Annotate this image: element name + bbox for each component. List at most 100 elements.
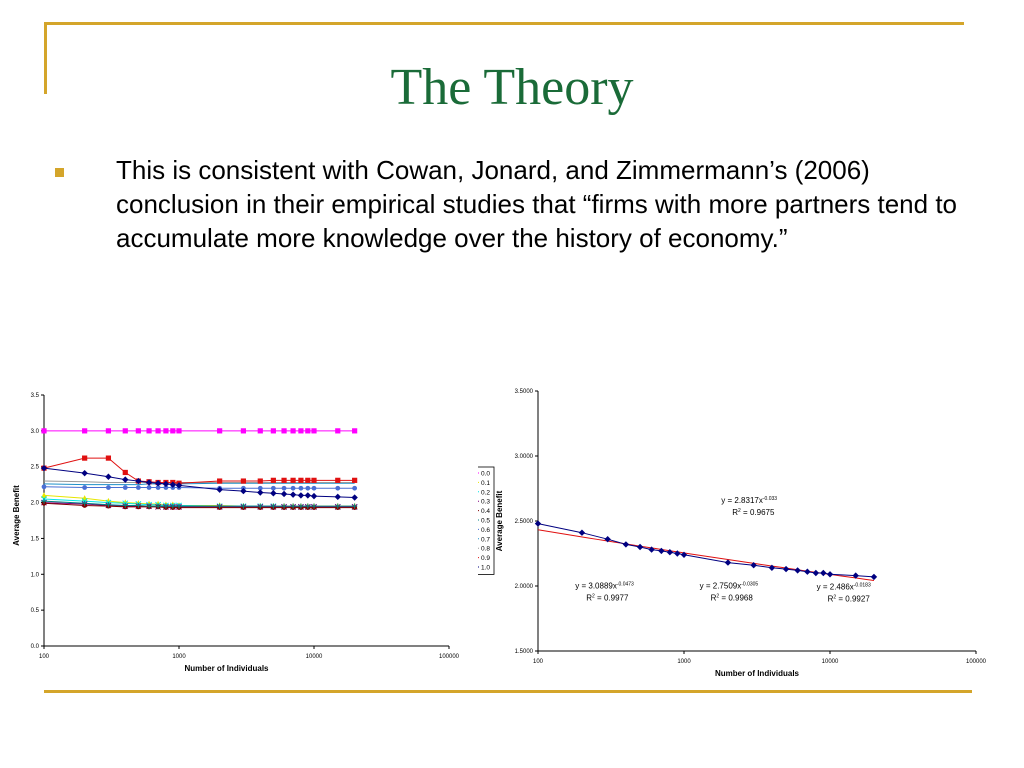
- series-0.9: [41, 455, 358, 486]
- data-point: [154, 480, 162, 487]
- data-point: [281, 503, 287, 509]
- data-point: [163, 485, 169, 490]
- y-tick-label: 2.0000: [515, 584, 534, 590]
- data-point: [281, 485, 287, 491]
- data-point: [335, 477, 341, 483]
- data-point: [298, 485, 304, 491]
- data-point: [311, 503, 317, 509]
- data-point: [122, 469, 128, 476]
- data-point: [352, 503, 358, 509]
- data-point: [782, 565, 790, 573]
- data-point: [257, 503, 263, 509]
- data-point: [41, 484, 47, 490]
- legend-label: 0.2: [481, 489, 490, 496]
- data-point: [240, 428, 247, 434]
- data-point: [281, 428, 287, 434]
- y-tick-label: 3.0000: [515, 454, 534, 460]
- data-point: [768, 564, 776, 571]
- data-point: [290, 428, 296, 434]
- data-point: [170, 428, 176, 434]
- y-axis-label: Average Benefit: [12, 485, 21, 546]
- data-point: [289, 491, 297, 498]
- y-tick-label: 2.5000: [515, 519, 534, 525]
- y-tick-label: 1.5: [31, 536, 40, 542]
- legend-label: 0.3: [481, 499, 490, 506]
- data-point: [105, 473, 112, 480]
- data-point: [578, 529, 586, 536]
- data-point: [105, 502, 112, 508]
- data-point: [352, 485, 358, 491]
- data-point: [217, 478, 223, 484]
- y-tick-label: 2.5: [31, 465, 40, 471]
- data-point: [217, 503, 223, 509]
- data-point: [41, 428, 47, 434]
- fit-r-squared: R2 = 0.9977: [586, 594, 629, 603]
- fit-r-squared: R2 = 0.9927: [828, 594, 871, 603]
- slide-title: The Theory: [390, 59, 634, 116]
- data-point: [870, 573, 878, 581]
- data-point: [155, 503, 161, 509]
- data-point: [40, 464, 48, 472]
- data-point: [298, 477, 304, 483]
- data-point: [106, 485, 111, 490]
- data-point: [290, 477, 296, 483]
- series-1.0: [40, 464, 358, 501]
- y-tick-label: 0.5: [31, 608, 40, 614]
- bullet-text: This is consistent with Cowan, Jonard, a…: [116, 155, 958, 253]
- data-point: [257, 489, 264, 496]
- frame-accent-line-vertical: [44, 22, 47, 94]
- data-point: [135, 477, 142, 485]
- data-point: [217, 428, 223, 434]
- legend-label: 0.0: [481, 471, 490, 478]
- data-point: [105, 428, 112, 434]
- data-point: [804, 568, 811, 575]
- series-data: [534, 520, 878, 581]
- y-tick-label: 1.5000: [515, 649, 534, 655]
- data-point: [310, 492, 318, 500]
- y-tick-label: 3.0: [31, 429, 40, 435]
- frame-accent-line-top: [44, 22, 964, 25]
- data-point: [680, 551, 688, 558]
- data-point: [240, 487, 247, 495]
- data-point: [257, 478, 263, 484]
- data-point: [82, 455, 88, 461]
- data-point: [305, 428, 311, 434]
- legend: 0.0 0.1 0.2 0.3 0.4 0.5 0.6 0.7 0.8 0.9 1.0: [478, 466, 495, 575]
- legend-label: 0.6: [481, 527, 490, 534]
- data-point: [534, 520, 542, 527]
- fit-r-squared: R2 = 0.9675: [732, 508, 775, 517]
- y-tick-label: 2.0: [31, 501, 40, 507]
- data-point: [794, 567, 801, 574]
- data-point: [311, 428, 317, 434]
- data-point: [297, 492, 305, 499]
- data-point: [270, 490, 277, 497]
- scatter-chart-right: 1.5000 2.0000 2.5000 3.0000 3.5000 100 1000 100…: [478, 389, 987, 678]
- data-point: [280, 490, 288, 498]
- series-0.5: [41, 498, 358, 509]
- data-point: [122, 428, 128, 434]
- data-point: [826, 571, 834, 578]
- data-point: [335, 428, 341, 434]
- data-point: [82, 428, 88, 434]
- x-tick-label: 1000: [172, 654, 186, 660]
- data-point: [820, 569, 827, 577]
- x-tick-label: 1000: [677, 659, 691, 665]
- data-point: [145, 479, 153, 486]
- data-point: [170, 503, 176, 509]
- data-point: [270, 503, 276, 509]
- data-point: [81, 469, 88, 477]
- data-point: [352, 428, 358, 434]
- fit-equation: y = 2.486x-0.0183: [817, 582, 871, 591]
- data-point: [311, 477, 317, 483]
- data-point: [270, 477, 276, 483]
- data-point: [146, 503, 152, 509]
- data-point: [135, 502, 141, 509]
- data-point: [155, 428, 161, 434]
- x-tick-label: 100: [533, 659, 544, 665]
- fit-equation: y = 2.8317x-0.033: [721, 496, 777, 505]
- legend-label: 0.7: [481, 536, 490, 543]
- data-point: [146, 485, 152, 490]
- data-point: [105, 455, 112, 461]
- data-point: [298, 428, 304, 434]
- frame-accent-line-bottom: [44, 690, 972, 693]
